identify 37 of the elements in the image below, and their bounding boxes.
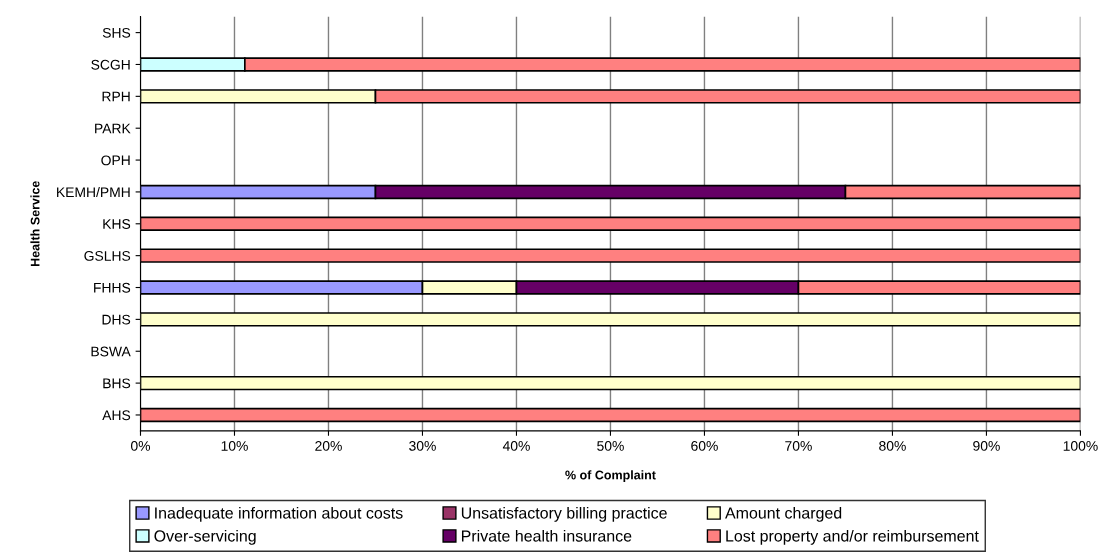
y-tick-label: RPH xyxy=(102,91,130,102)
x-tick-label: 30% xyxy=(409,440,436,451)
x-tick-label: 80% xyxy=(879,440,906,451)
x-tick-label: 60% xyxy=(691,440,718,451)
bar xyxy=(140,407,1081,423)
y-tick-label: SCGH xyxy=(91,59,130,70)
x-tick-label: 0% xyxy=(131,440,151,451)
y-tick-label: KHS xyxy=(103,219,131,229)
bar xyxy=(140,312,1081,327)
x-tick-label: 70% xyxy=(785,440,812,451)
y-tick-label: OPH xyxy=(101,155,130,166)
y-tick-label: GSLHS xyxy=(84,250,131,261)
legend-label: Lost property and/or reimbursement xyxy=(726,529,979,545)
y-tick-label: KEMH/PMH xyxy=(57,186,130,198)
y-tick-label: FHHS xyxy=(94,282,131,293)
legend-label: Inadequate information about costs xyxy=(155,506,403,522)
x-tick-label: 100% xyxy=(1063,440,1098,451)
x-tick-label: 20% xyxy=(315,440,342,451)
bar xyxy=(140,375,1081,391)
legend-label: Unsatisfactory billing practice xyxy=(461,506,667,522)
y-tick-label: DHS xyxy=(102,314,131,325)
x-tick-label: 10% xyxy=(221,440,248,451)
legend-label: Amount charged xyxy=(725,506,842,522)
legend-label: Over-servicing xyxy=(154,529,256,545)
x-tick-label: 90% xyxy=(973,440,1000,451)
y-tick-label: BHS xyxy=(103,378,131,389)
y-tick-label: BSWA xyxy=(91,346,131,357)
bar xyxy=(140,248,1081,263)
x-axis-title: % of Complaint xyxy=(565,470,656,482)
x-tick-label: 40% xyxy=(502,440,530,451)
bar xyxy=(140,216,1081,231)
x-tick-label: 50% xyxy=(597,440,624,451)
y-tick-label: PARK xyxy=(95,123,131,134)
legend-label: Private health insurance xyxy=(461,529,632,542)
y-axis-title: Health Service xyxy=(30,181,40,267)
y-tick-label: SHS xyxy=(102,27,131,38)
y-tick-label: AHS xyxy=(102,410,131,421)
